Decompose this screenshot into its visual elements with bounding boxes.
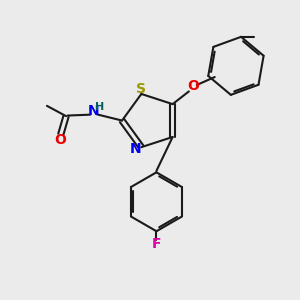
Text: O: O [187, 80, 199, 93]
Text: N: N [88, 104, 100, 118]
Text: O: O [54, 133, 66, 147]
Text: S: S [136, 82, 146, 96]
Text: H: H [95, 102, 104, 112]
Text: N: N [130, 142, 142, 156]
Text: F: F [152, 238, 161, 251]
